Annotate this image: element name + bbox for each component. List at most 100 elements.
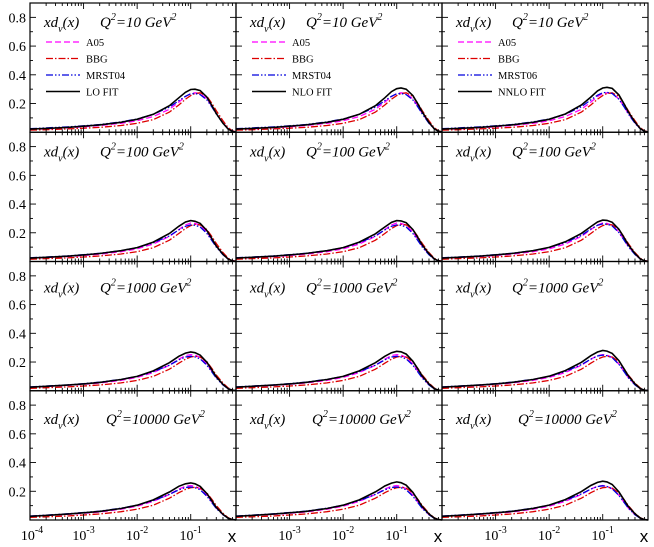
y-tick-label: 0.4 bbox=[9, 69, 27, 84]
panel-q2-label: Q2=10000 GeV2 bbox=[518, 409, 617, 428]
x-tick-label: 10-4 bbox=[21, 525, 43, 544]
x-tick-label: 10-3 bbox=[72, 525, 94, 544]
series-fit-line bbox=[29, 482, 237, 521]
legend-label: A05 bbox=[292, 38, 310, 49]
panel-q2-label: Q2=100 GeV2 bbox=[306, 141, 390, 160]
series-a05-line bbox=[235, 92, 443, 133]
y-tick-label: 0.2 bbox=[9, 485, 27, 500]
series-fit-line bbox=[235, 481, 443, 521]
y-tick-label: 0.6 bbox=[9, 428, 27, 443]
panel-3-0 bbox=[29, 482, 237, 521]
panel-q2-label: Q2=10 GeV2 bbox=[306, 12, 382, 31]
x-tick-label: 10-1 bbox=[592, 525, 614, 544]
panel-q2-label: Q2=10000 GeV2 bbox=[312, 409, 411, 428]
legend-label: LO FIT bbox=[86, 88, 119, 99]
panel-1-0 bbox=[29, 219, 237, 263]
panel-ylabel: xdv(x) bbox=[455, 412, 491, 432]
legend-label: BBG bbox=[86, 55, 108, 66]
panel-2-2 bbox=[441, 349, 649, 392]
series-bbg-line bbox=[441, 355, 649, 392]
panel-q2-label: Q2=10000 GeV2 bbox=[106, 409, 205, 428]
series-fit-line bbox=[29, 219, 237, 263]
series-mrst-line bbox=[29, 355, 237, 392]
series-fit-line bbox=[235, 219, 443, 263]
panel-ylabel: xdv(x) bbox=[455, 15, 491, 35]
legend-label: A05 bbox=[86, 38, 104, 49]
legend-label: MRST04 bbox=[292, 71, 332, 82]
series-mrst-line bbox=[235, 224, 443, 263]
series-mrst-line bbox=[441, 354, 649, 392]
panel-q2-label: Q2=1000 GeV2 bbox=[306, 278, 397, 297]
panel-ylabel: xdv(x) bbox=[43, 144, 79, 164]
series-mrst-line bbox=[235, 92, 443, 133]
x-tick-label: 10-2 bbox=[538, 525, 560, 544]
panel-q2-label: Q2=1000 GeV2 bbox=[512, 278, 603, 297]
panel-0-2 bbox=[441, 86, 649, 133]
series-a05-line bbox=[29, 92, 237, 133]
panel-q2-label: Q2=10 GeV2 bbox=[100, 12, 176, 31]
panel-q2-label: Q2=10 GeV2 bbox=[512, 12, 588, 31]
x-axis-label: x bbox=[228, 527, 237, 546]
series-fit-line bbox=[441, 219, 649, 263]
series-fit-line bbox=[235, 350, 443, 392]
x-tick-label: 10-2 bbox=[126, 525, 148, 544]
panel-ylabel: xdv(x) bbox=[455, 144, 491, 164]
legend-label: NLO FIT bbox=[292, 88, 333, 99]
y-tick-label: 0.8 bbox=[9, 11, 27, 26]
panel-frame bbox=[29, 390, 237, 521]
legend-label: NNLO FIT bbox=[498, 88, 546, 99]
series-bbg-line bbox=[235, 355, 443, 392]
series-bbg-line bbox=[235, 92, 443, 133]
x-tick-label: 10-1 bbox=[180, 525, 202, 544]
y-tick-label: 0.8 bbox=[9, 399, 27, 414]
series-fit-line bbox=[235, 87, 443, 133]
x-tick-label: 10-3 bbox=[484, 525, 506, 544]
series-fit-line bbox=[441, 480, 649, 521]
series-fit-line bbox=[29, 88, 237, 133]
panel-ylabel: xdv(x) bbox=[43, 412, 79, 432]
panel-2-0 bbox=[29, 351, 237, 392]
panel-ylabel: xdv(x) bbox=[43, 281, 79, 301]
series-mrst-line bbox=[235, 355, 443, 392]
panel-0-1 bbox=[235, 87, 443, 133]
y-tick-label: 0.2 bbox=[9, 356, 27, 371]
y-tick-label: 0.8 bbox=[9, 141, 27, 156]
panel-3-2 bbox=[441, 480, 649, 521]
panel-frame bbox=[235, 390, 443, 521]
x-tick-label: 10-2 bbox=[332, 525, 354, 544]
y-tick-label: 0.6 bbox=[9, 169, 27, 184]
series-fit-line bbox=[29, 351, 237, 392]
panel-0-0 bbox=[29, 88, 237, 133]
y-tick-label: 0.6 bbox=[9, 40, 27, 55]
series-a05-line bbox=[441, 92, 649, 133]
series-bbg-line bbox=[29, 223, 237, 262]
panel-ylabel: xdv(x) bbox=[249, 412, 285, 432]
legend-label: A05 bbox=[498, 38, 516, 49]
y-tick-label: 0.6 bbox=[9, 299, 27, 314]
x-axis-label: x bbox=[640, 527, 649, 546]
x-tick-label: 10-1 bbox=[386, 525, 408, 544]
series-bbg-line bbox=[29, 355, 237, 392]
x-axis-label: x bbox=[434, 527, 443, 546]
series-bbg-line bbox=[29, 92, 237, 133]
x-tick-label: 10-3 bbox=[278, 525, 300, 544]
series-a05-line bbox=[441, 222, 649, 263]
legend-label: MRST06 bbox=[498, 71, 537, 82]
panel-1-2 bbox=[441, 219, 649, 263]
panel-ylabel: xdv(x) bbox=[455, 281, 491, 301]
legend-label: BBG bbox=[292, 55, 314, 66]
panel-3-1 bbox=[235, 481, 443, 521]
panel-2-1 bbox=[235, 350, 443, 392]
panel-frame bbox=[441, 390, 649, 521]
panel-ylabel: xdv(x) bbox=[43, 15, 79, 35]
y-tick-label: 0.8 bbox=[9, 270, 27, 285]
series-fit-line bbox=[441, 349, 649, 392]
series-bbg-line bbox=[441, 92, 649, 133]
panel-q2-label: Q2=1000 GeV2 bbox=[100, 278, 191, 297]
y-tick-label: 0.4 bbox=[9, 327, 27, 342]
panel-ylabel: xdv(x) bbox=[249, 144, 285, 164]
legend-label: BBG bbox=[498, 55, 520, 66]
legend-label: MRST04 bbox=[86, 71, 126, 82]
panel-ylabel: xdv(x) bbox=[249, 281, 285, 301]
